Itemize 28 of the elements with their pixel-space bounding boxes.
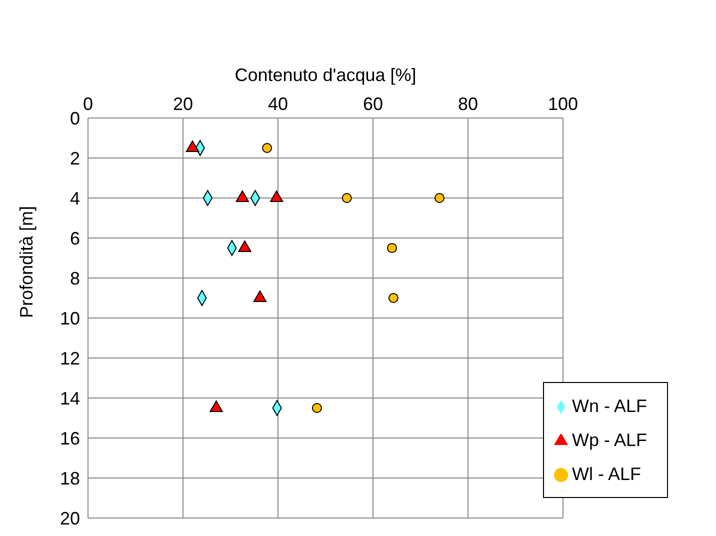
legend-label: Wl - ALF [572, 464, 641, 484]
y-tick-label: 12 [60, 348, 80, 368]
y-tick-label: 0 [70, 108, 80, 128]
y-axis-title: Profondità [m] [16, 206, 36, 318]
legend-label: Wp - ALF [572, 430, 647, 450]
point [262, 142, 272, 154]
y-tick-label: 4 [70, 188, 80, 208]
x-tick-label: 100 [548, 94, 578, 114]
y-tick-label: 6 [70, 228, 80, 248]
x-tick-label: 20 [172, 94, 194, 114]
point [388, 292, 398, 304]
y-tick-label: 20 [60, 508, 80, 528]
y-tick-label: 2 [70, 148, 80, 168]
x-tick-label: 60 [362, 94, 384, 114]
x-axis-title: Contenuto d'acqua [%] [234, 64, 416, 85]
x-tick-label: 80 [458, 94, 478, 114]
point [312, 402, 322, 414]
y-tick-label: 14 [60, 388, 80, 408]
y-tick-label: 16 [60, 428, 80, 448]
x-tick-label: 40 [268, 94, 288, 114]
point [434, 192, 444, 204]
point [386, 242, 398, 254]
y-tick-label: 10 [60, 308, 80, 328]
y-tick-label: 8 [70, 268, 80, 288]
y-tick-label: 18 [60, 468, 80, 488]
x-tick-label: 0 [82, 94, 94, 114]
legend-label: Wn - ALF [572, 396, 647, 416]
point [342, 192, 352, 204]
